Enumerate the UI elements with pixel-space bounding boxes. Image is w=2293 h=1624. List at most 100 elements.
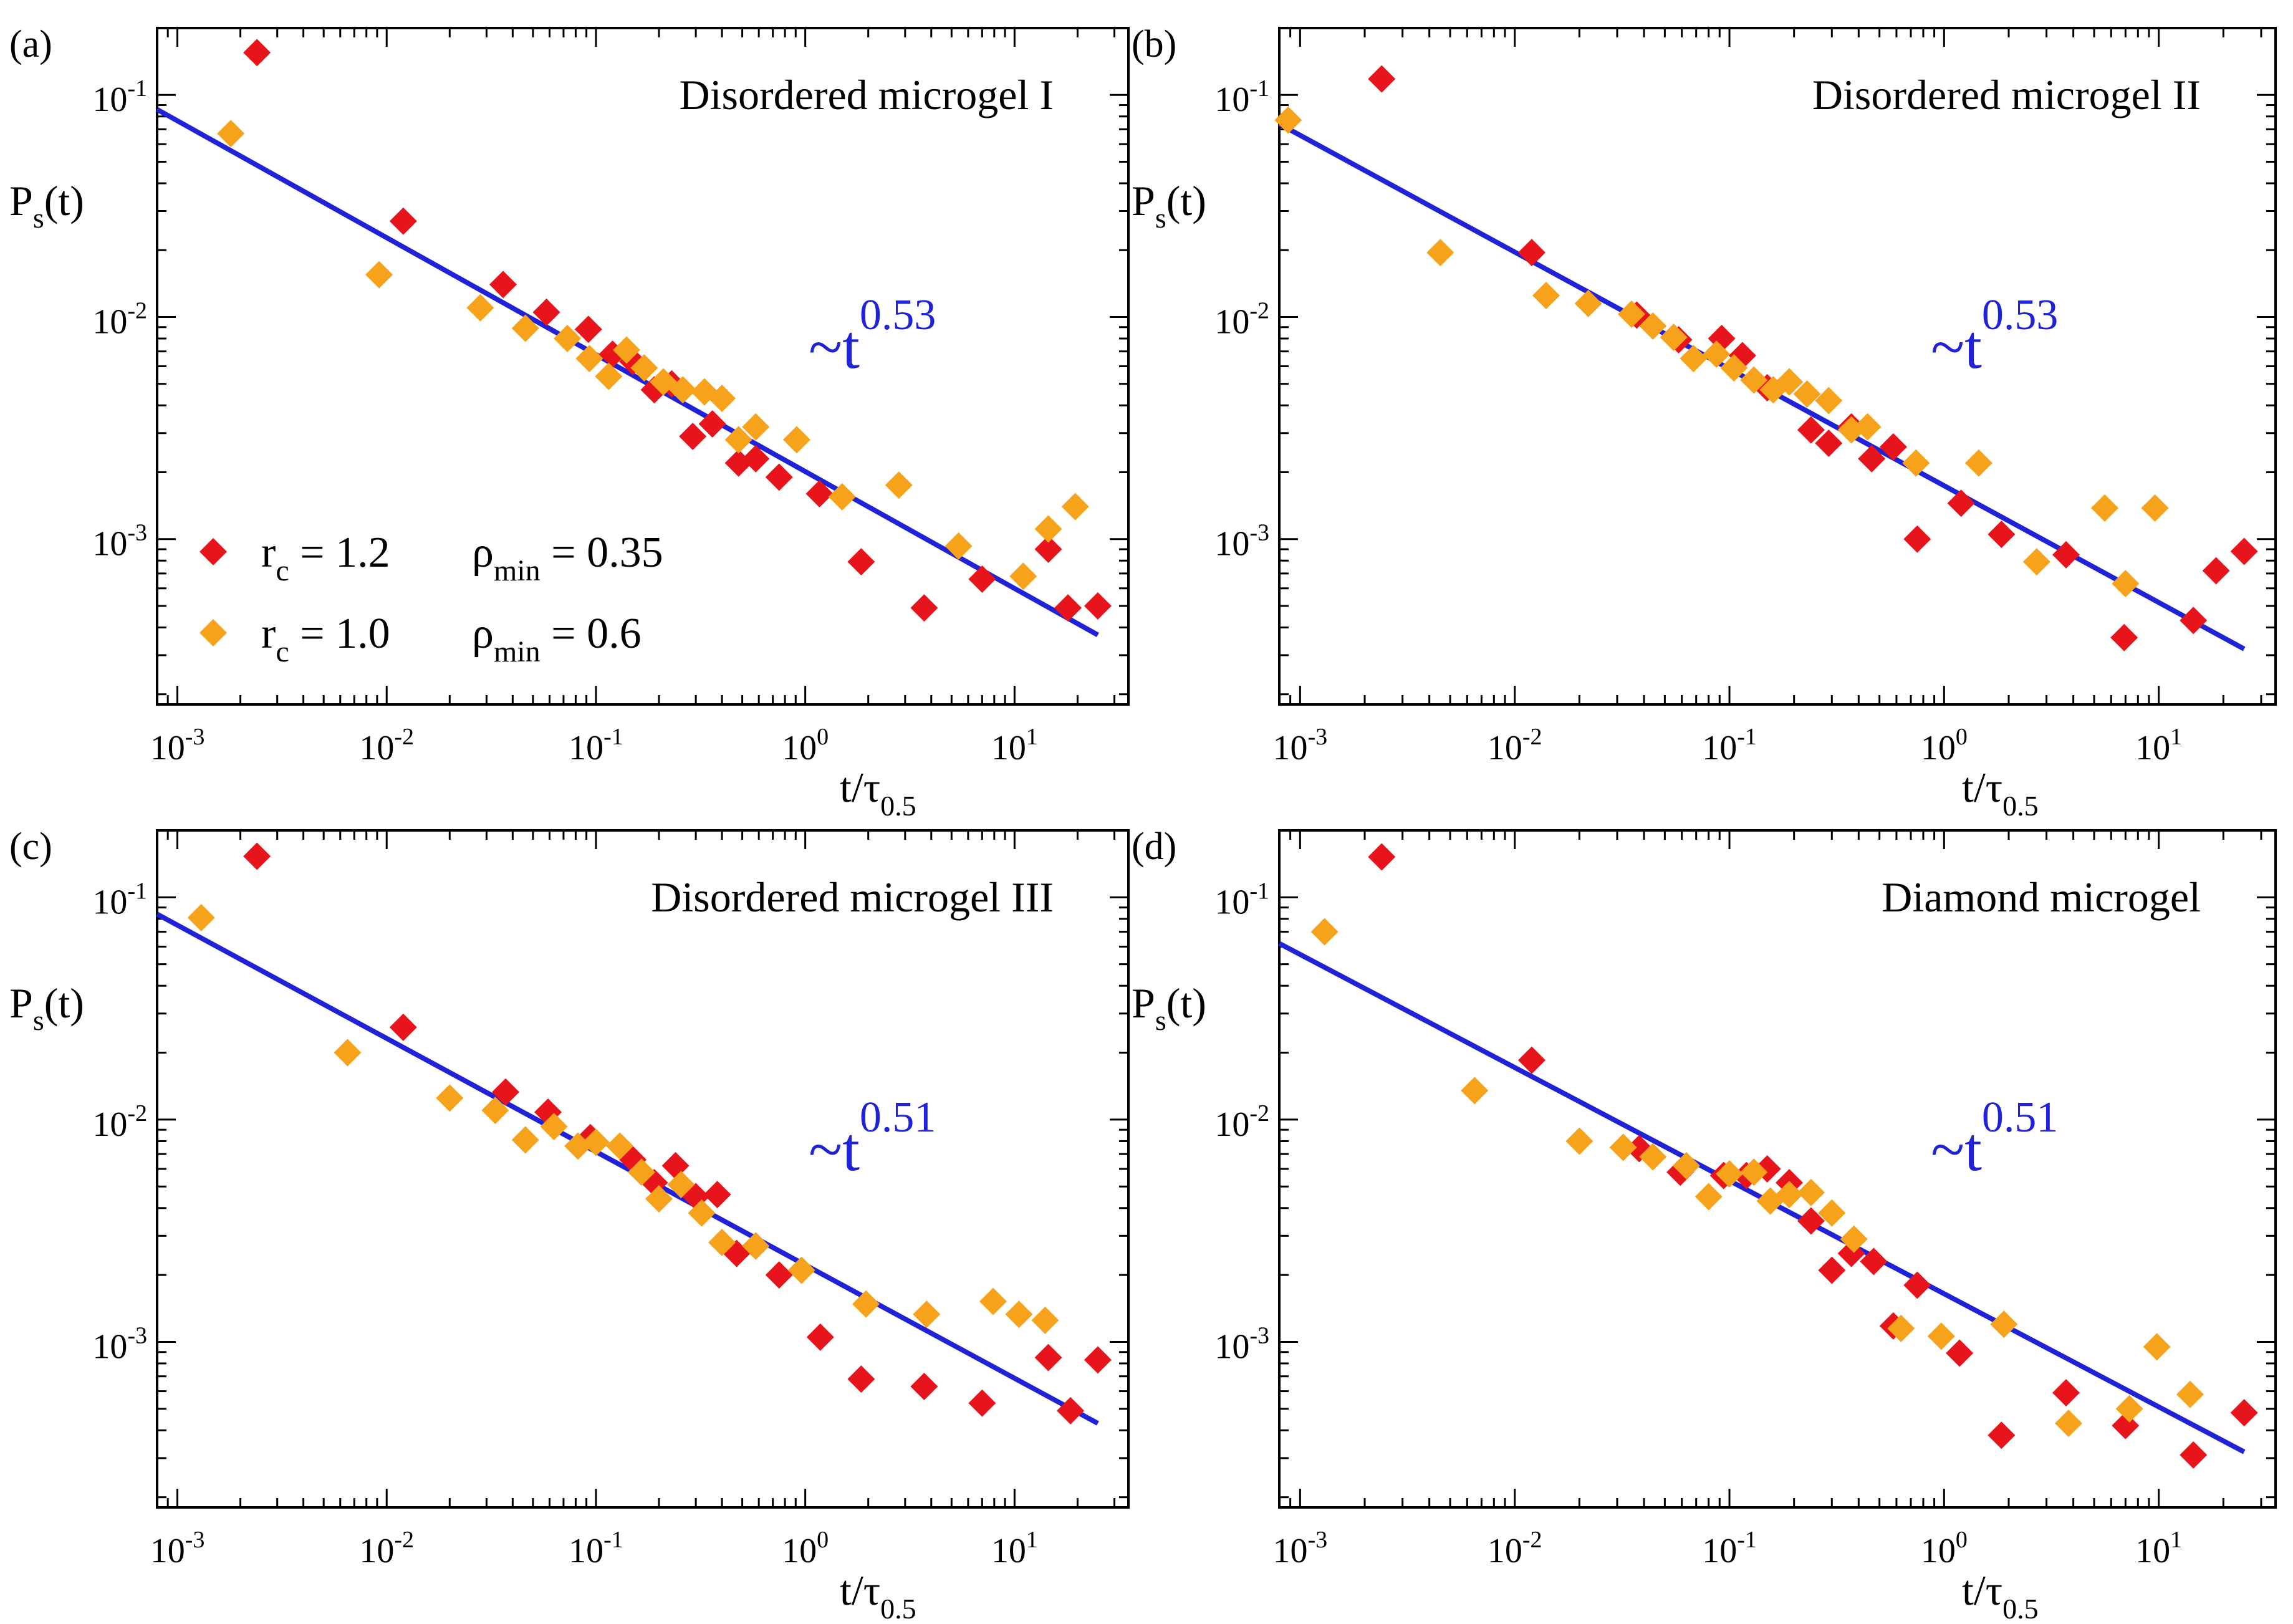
x-tick-exponent: -3 — [1308, 1527, 1328, 1553]
data-point — [645, 1185, 673, 1213]
legend-rho-label: ρmin = 0.6 — [472, 610, 642, 668]
x-tick-exponent: -1 — [1737, 724, 1757, 750]
y-tick-base: 10 — [92, 302, 127, 341]
x-tick-base: 10 — [150, 729, 185, 767]
data-point — [703, 1181, 731, 1209]
x-label-main: t/τ — [1962, 764, 2002, 811]
data-point — [979, 1287, 1007, 1315]
data-point — [1853, 413, 1882, 441]
x-tick-exponent: 0 — [1956, 1527, 1968, 1553]
x-tick-label: 10-1 — [569, 724, 623, 767]
x-label-main: t/τ — [840, 1567, 880, 1614]
data-point — [1902, 449, 1930, 477]
y-tick-label: 10-3 — [1214, 1322, 1269, 1366]
data-point — [1672, 1151, 1700, 1180]
y-tick-label: 10-2 — [1214, 1100, 1269, 1144]
chart-title: Disordered microgel III — [651, 873, 1054, 921]
data-point — [1964, 449, 1993, 477]
x-tick-base: 10 — [991, 729, 1026, 767]
data-point — [782, 426, 810, 454]
panel-label: (b) — [1132, 23, 1176, 65]
data-point — [2022, 548, 2050, 576]
data-point — [334, 1039, 362, 1067]
data-point — [187, 903, 215, 931]
x-tick-base: 10 — [1273, 1532, 1308, 1570]
x-tick-exponent: -2 — [394, 724, 414, 750]
data-point — [1034, 1343, 1062, 1372]
x-tick-label: 10-2 — [1488, 1527, 1542, 1570]
x-tick-base: 10 — [569, 729, 603, 767]
y-label-tail: (t) — [1166, 177, 1206, 224]
data-point — [466, 294, 494, 322]
data-point — [1775, 368, 1803, 396]
data-point — [679, 422, 707, 450]
y-tick-base: 10 — [1214, 525, 1249, 564]
y-tick-label: 10-3 — [92, 1322, 147, 1366]
legend-r-subscript: c — [276, 635, 289, 668]
data-point — [1797, 1207, 1825, 1235]
legend-r-value: = 1.2 — [289, 529, 390, 577]
data-point — [1660, 324, 1688, 352]
data-point — [243, 39, 271, 67]
data-point — [2202, 557, 2230, 585]
y-tick-exponent: -1 — [1249, 75, 1269, 102]
x-tick-label: 10-1 — [569, 1527, 623, 1570]
data-point — [2054, 1410, 2082, 1438]
y-tick-base: 10 — [92, 883, 127, 921]
data-point — [2230, 1399, 2258, 1427]
data-point — [1988, 521, 2016, 549]
annotation-prefix: ~t — [809, 1115, 860, 1184]
x-tick-label: 10-1 — [1702, 1527, 1757, 1570]
data-point — [1797, 1178, 1825, 1206]
data-point — [1703, 340, 1731, 368]
x-tick-label: 10-3 — [150, 1527, 205, 1570]
data-point — [1903, 1271, 1931, 1299]
data-point — [968, 565, 996, 593]
data-point — [1609, 1133, 1637, 1161]
data-point — [532, 298, 560, 326]
data-point — [2180, 607, 2208, 635]
y-tick-exponent: -2 — [1249, 297, 1269, 324]
x-tick-base: 10 — [150, 1532, 185, 1570]
fit-line — [156, 107, 1099, 638]
x-tick-exponent: 1 — [2170, 724, 2182, 750]
data-point — [1565, 1127, 1594, 1155]
y-tick-base: 10 — [1214, 80, 1249, 119]
x-tick-exponent: 0 — [817, 1527, 829, 1553]
y-axis-label: Ps(t) — [9, 979, 84, 1036]
data-point — [2110, 623, 2138, 651]
x-tick-base: 10 — [1488, 1532, 1522, 1570]
x-axis-label: t/τ0.5 — [1962, 764, 2039, 822]
chart-panel-b: 10-3 10-2 10-1 100 10110-310-210-1(b)Ps(t)t/… — [1132, 23, 2277, 822]
power-law-annotation: ~t0.53 — [809, 291, 936, 382]
data-point — [1858, 444, 1886, 473]
data-point — [1517, 239, 1545, 267]
data-point — [2052, 541, 2080, 569]
series-2 — [187, 903, 1059, 1334]
y-tick-base: 10 — [92, 1105, 127, 1144]
data-point — [1990, 1310, 2018, 1338]
data-point — [765, 463, 793, 491]
data-point — [574, 315, 602, 344]
legend-r-subscript: c — [276, 554, 289, 587]
data-point — [564, 1132, 592, 1160]
data-point — [1927, 1322, 1955, 1350]
y-tick-label: 10-3 — [1214, 520, 1269, 564]
data-point — [1887, 1314, 1915, 1342]
y-tick-label: 10-2 — [92, 297, 147, 341]
y-tick-exponent: -2 — [1249, 1100, 1269, 1127]
data-point — [2180, 1441, 2208, 1469]
chart-title: Disordered microgel II — [1812, 71, 2201, 118]
data-point — [612, 336, 640, 364]
power-law-annotation: ~t0.51 — [809, 1093, 936, 1184]
data-point — [1532, 281, 1560, 309]
x-tick-base: 10 — [991, 1532, 1026, 1570]
data-point — [688, 1199, 716, 1227]
x-axis-label: t/τ0.5 — [1962, 1567, 2039, 1624]
data-point — [1775, 1181, 1803, 1209]
data-point — [1815, 387, 1843, 415]
data-point — [554, 324, 582, 352]
x-tick-exponent: -2 — [1522, 1527, 1542, 1553]
data-point — [1840, 1225, 1868, 1253]
x-tick-label: 100 — [1921, 1527, 1968, 1570]
